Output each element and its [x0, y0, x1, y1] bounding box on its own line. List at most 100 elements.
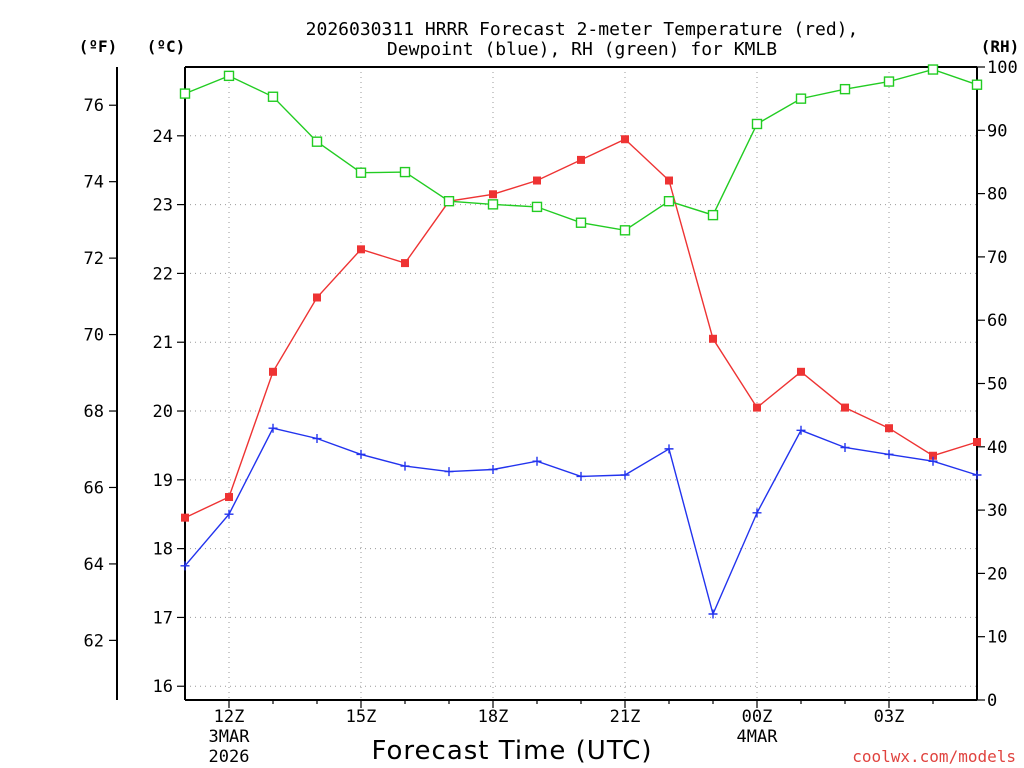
temperature-point	[929, 451, 937, 460]
celsius-tick-label: 18	[153, 540, 173, 560]
temperature-point	[489, 190, 497, 199]
dewpoint-point	[532, 456, 542, 466]
rh-point	[663, 195, 675, 207]
fahrenheit-tick-label: 62	[84, 631, 104, 651]
rh-point	[795, 93, 807, 104]
temperature-point	[753, 403, 761, 412]
rh-point	[575, 217, 587, 228]
x-tick-label: 03Z	[874, 707, 905, 727]
fahrenheit-tick-label: 76	[84, 96, 104, 116]
rh-tick-label: 60	[987, 311, 1007, 331]
chart-title-line1: 2026030311 HRRR Forecast 2-meter Tempera…	[306, 19, 859, 40]
dewpoint-point	[796, 425, 806, 435]
dewpoint-point	[444, 467, 454, 477]
rh-tick-label: 30	[987, 501, 1007, 521]
x-tick-date-label: 3MAR	[209, 727, 251, 747]
rh-tick-label: 20	[987, 564, 1007, 584]
temperature-point	[841, 403, 849, 412]
temperature-point	[357, 245, 365, 254]
series-rh	[179, 64, 983, 236]
celsius-tick-label: 16	[153, 677, 173, 697]
celsius-unit-label: (ºC)	[147, 37, 186, 56]
x-tick-label: 21Z	[610, 707, 641, 727]
temperature-point	[313, 293, 321, 302]
rh-tick-label: 90	[987, 121, 1007, 141]
rh-point	[179, 88, 191, 99]
rh-point	[927, 64, 939, 75]
rh-point	[355, 167, 367, 178]
dewpoint-point	[752, 508, 762, 518]
rh-point	[443, 195, 455, 207]
dewpoint-point	[840, 442, 850, 452]
temperature-point	[885, 424, 893, 433]
dewpoint-point	[400, 461, 410, 471]
rh-point	[883, 76, 895, 87]
temperature-point	[533, 176, 541, 185]
dewpoint-point	[708, 609, 718, 619]
dewpoint-point	[268, 423, 278, 433]
rh-point	[707, 209, 719, 221]
celsius-tick-label: 22	[153, 264, 173, 284]
series-temperature	[181, 135, 981, 522]
x-tick-date-label: 4MAR	[737, 727, 779, 747]
rh-point	[839, 83, 851, 95]
temperature-point	[709, 334, 717, 343]
rh-tick-label: 100	[987, 58, 1018, 78]
celsius-tick-label: 24	[153, 127, 173, 147]
rh-unit-label: (RH)	[981, 37, 1020, 56]
x-tick-label: 00Z	[742, 707, 773, 727]
rh-point	[399, 166, 411, 178]
fahrenheit-tick-label: 74	[84, 173, 104, 193]
fahrenheit-tick-label: 72	[84, 249, 104, 269]
rh-point	[267, 91, 279, 102]
rh-point	[531, 201, 543, 213]
x-tick-label: 18Z	[478, 707, 509, 727]
temperature-point	[973, 437, 981, 446]
celsius-tick-label: 21	[153, 333, 173, 353]
x-tick-label: 15Z	[346, 707, 377, 727]
temperature-point	[269, 367, 277, 376]
dewpoint-point	[664, 444, 674, 454]
fahrenheit-tick-label: 66	[84, 478, 104, 498]
fahrenheit-tick-label: 68	[84, 402, 104, 422]
dewpoint-point	[180, 561, 190, 571]
temperature-point	[225, 493, 233, 502]
x-tick-year-label: 2026	[209, 747, 250, 767]
rh-tick-label: 10	[987, 628, 1007, 648]
celsius-tick-label: 17	[153, 608, 173, 628]
temperature-point	[797, 367, 805, 376]
rh-point	[311, 136, 323, 147]
fahrenheit-unit-label: (ºF)	[79, 37, 118, 56]
dewpoint-point	[884, 449, 894, 459]
fahrenheit-tick-label: 70	[84, 326, 104, 346]
x-tick-label: 12Z	[214, 707, 245, 727]
dewpoint-point	[312, 434, 322, 444]
dewpoint-point	[620, 470, 630, 480]
rh-point	[971, 79, 983, 90]
dewpoint-point	[356, 449, 366, 459]
rh-tick-label: 80	[987, 185, 1007, 205]
series-dewpoint	[180, 423, 982, 619]
rh-tick-label: 70	[987, 248, 1007, 268]
temperature-point	[621, 135, 629, 144]
chart-title-line2: Dewpoint (blue), RH (green) for KMLB	[387, 39, 777, 60]
series-layer	[179, 64, 983, 619]
rh-tick-label: 0	[987, 691, 997, 711]
dewpoint-point	[972, 470, 982, 480]
celsius-tick-label: 19	[153, 471, 173, 491]
fahrenheit-tick-label: 64	[84, 555, 104, 575]
celsius-tick-label: 20	[153, 402, 173, 422]
temperature-point	[401, 259, 409, 268]
celsius-tick-label: 23	[153, 196, 173, 216]
axis-ticks: 16 17 18 19 20 21 22 23 24 62 64 66 68 70 72 74 76 0 10 20 3…	[84, 58, 1018, 767]
rh-tick-label: 50	[987, 375, 1007, 395]
rh-point	[487, 199, 499, 210]
temperature-point	[665, 176, 673, 185]
watermark: coolwx.com/models	[852, 747, 1016, 766]
rh-point	[751, 118, 763, 130]
dewpoint-point	[488, 465, 498, 475]
x-axis-title: Forecast Time (UTC)	[371, 736, 652, 766]
rh-point	[619, 225, 631, 236]
